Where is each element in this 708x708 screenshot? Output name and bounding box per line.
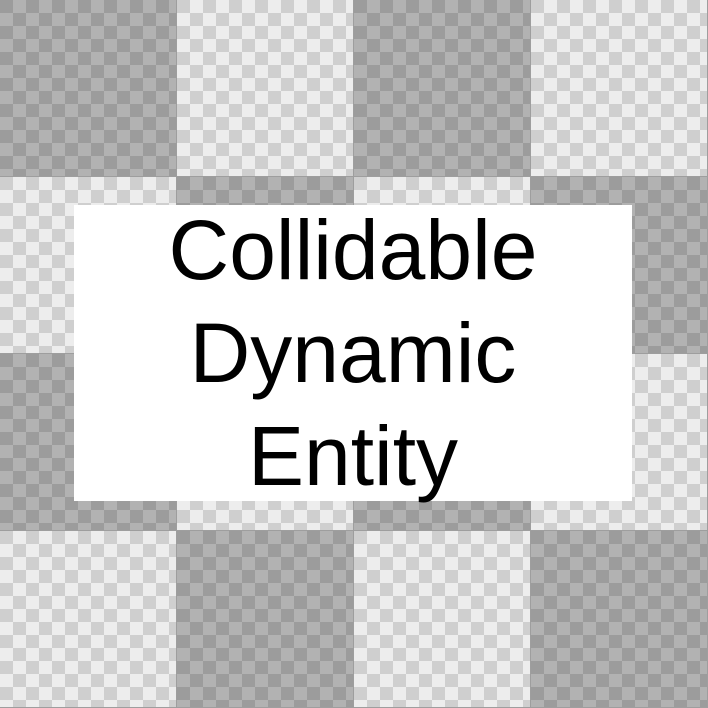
texture-tile-dark: [177, 531, 354, 708]
texture-tile-dark: [354, 0, 531, 177]
texture-tile-light: [0, 531, 177, 708]
texture-tile-light: [531, 0, 708, 177]
label-line-1: Collidable: [168, 202, 538, 297]
texture-tile-light: [354, 531, 531, 708]
entity-label-panel: Collidable Dynamic Entity: [74, 203, 632, 503]
entity-type-label: Collidable Dynamic Entity: [169, 199, 538, 508]
texture-tile-light: [177, 0, 354, 177]
label-line-2: Dynamic: [189, 305, 517, 400]
texture-tile-dark: [531, 531, 708, 708]
texture-tile-dark: [0, 0, 177, 177]
label-line-3: Entity: [247, 408, 459, 503]
